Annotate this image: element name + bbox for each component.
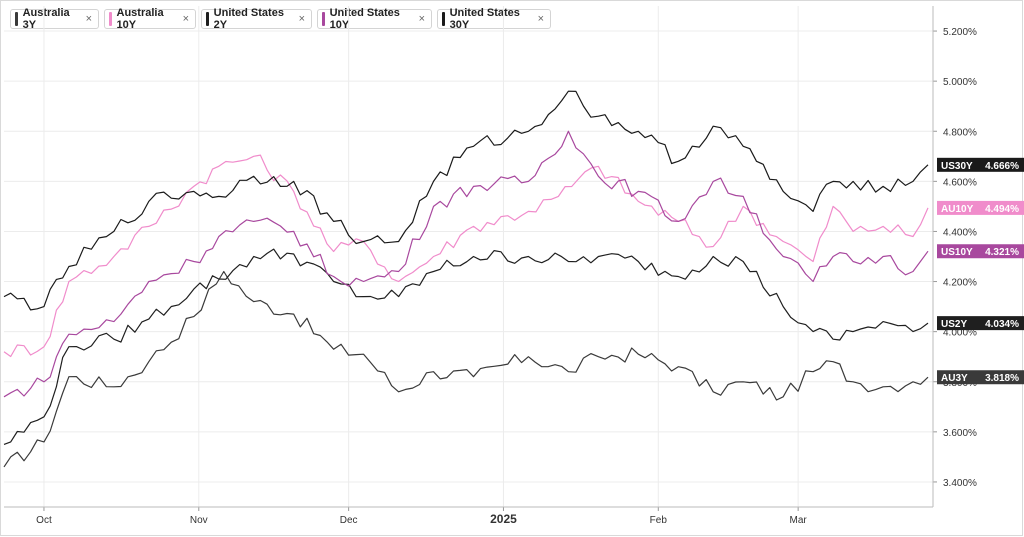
close-icon[interactable]: × — [537, 13, 544, 25]
y-tick-label: 4.400% — [943, 227, 977, 238]
close-icon[interactable]: × — [85, 13, 92, 25]
x-tick-label: Dec — [340, 515, 358, 526]
last-value-tag-us10y — [937, 244, 1024, 259]
last-value-name: US10Y — [941, 247, 973, 258]
legend-chip-united-states-2y[interactable]: United States 2Y × — [201, 7, 312, 31]
close-icon[interactable]: × — [182, 13, 189, 25]
last-value-number: 4.321% — [985, 247, 1019, 258]
last-value-tag-au10y — [937, 200, 1024, 215]
last-value-name: US2Y — [941, 319, 967, 330]
legend-chip-united-states-10y[interactable]: United States 10Y × — [317, 7, 432, 31]
last-value-number: 3.818% — [985, 373, 1019, 384]
x-tick-label: Oct — [36, 515, 52, 526]
legend-swatch — [206, 12, 209, 26]
legend-swatch — [15, 12, 18, 26]
legend-swatch — [109, 12, 112, 26]
last-value-tag-us30y — [937, 157, 1024, 172]
y-tick-label: 4.600% — [943, 177, 977, 188]
legend-chip-united-states-30y[interactable]: United States 30Y × — [437, 7, 551, 31]
series-line-us30y[interactable] — [3, 90, 929, 311]
legend-label: Australia 3Y — [22, 7, 70, 31]
y-tick-label: 5.000% — [943, 77, 977, 88]
last-value-number: 4.666% — [985, 161, 1019, 172]
x-tick-label: 2025 — [490, 512, 517, 526]
last-value-number: 4.494% — [985, 204, 1019, 215]
series-line-au3y[interactable] — [3, 270, 929, 468]
legend-label: United States 10Y — [329, 7, 400, 31]
y-tick-label: 3.600% — [943, 428, 977, 439]
y-tick-label: 4.000% — [943, 328, 977, 339]
last-value-name: AU3Y — [941, 373, 968, 384]
legend-chip-australia-10y[interactable]: Australia 10Y × — [104, 7, 196, 31]
last-value-name: US30Y — [941, 161, 973, 172]
y-tick-label: 4.800% — [943, 127, 977, 138]
y-tick-label: 4.200% — [943, 278, 977, 289]
last-value-tag-us2y — [937, 316, 1024, 331]
legend-swatch — [322, 12, 325, 26]
y-tick-label: 5.200% — [943, 27, 977, 38]
y-tick-label: 3.400% — [943, 478, 977, 489]
x-tick-label: Feb — [650, 515, 668, 526]
last-value-name: AU10Y — [941, 204, 974, 215]
legend-chip-australia-3y[interactable]: Australia 3Y × — [10, 7, 99, 31]
x-tick-label: Mar — [790, 515, 808, 526]
last-value-number: 4.034% — [985, 319, 1019, 330]
legend-label: Australia 10Y — [116, 7, 164, 31]
close-icon[interactable]: × — [418, 13, 425, 25]
legend-swatch — [442, 12, 445, 26]
series-line-us2y[interactable] — [3, 248, 929, 445]
series-line-us10y[interactable] — [3, 130, 929, 398]
series-line-au10y[interactable] — [3, 154, 929, 358]
last-value-tag-au3y — [937, 370, 1024, 385]
close-icon[interactable]: × — [298, 13, 305, 25]
x-tick-label: Nov — [190, 515, 208, 526]
legend-label: United States 2Y — [213, 7, 284, 31]
legend-label: United States 30Y — [449, 7, 520, 31]
